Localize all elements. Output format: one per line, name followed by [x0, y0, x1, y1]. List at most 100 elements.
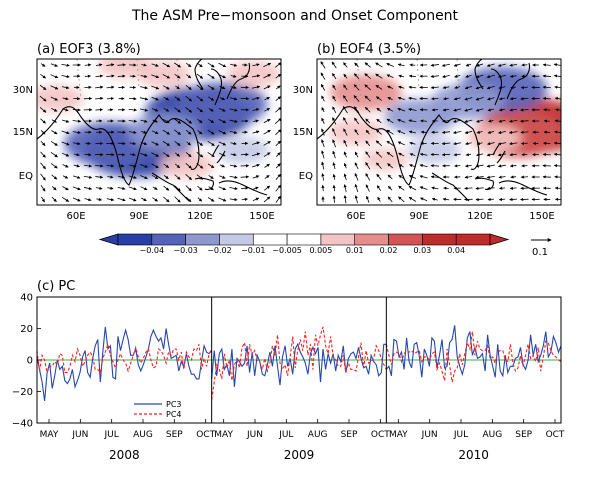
wind-vector: [61, 86, 70, 90]
month-label: MAY: [40, 430, 59, 440]
month-label: AUG: [482, 430, 502, 440]
wind-vector: [252, 96, 260, 100]
map-eof4-title: (b) EOF4 (3.5%): [317, 42, 421, 57]
wind-vector: [430, 85, 439, 90]
wind-vector: [162, 62, 171, 68]
wind-vector: [542, 96, 551, 101]
wind-vector: [542, 85, 551, 89]
wind-vector: [40, 140, 46, 146]
pc-x-axis: MAY JUN JUL AUG SEP OCT 2008 MAY JUN JUL AUG SEP OCT…: [40, 419, 565, 462]
wind-vector: [365, 140, 371, 147]
wind-vector: [40, 173, 46, 181]
wind-vector: [117, 197, 126, 202]
wind-vector: [61, 74, 70, 79]
wind-vector: [377, 196, 381, 202]
colorbar-label: −0.03: [173, 246, 198, 255]
wind-vector: [343, 73, 348, 79]
wind-vector: [139, 163, 149, 168]
wind-vector: [342, 106, 348, 114]
wind-vector: [321, 184, 325, 192]
wind-vector: [73, 153, 80, 157]
wind-vector: [464, 119, 473, 123]
wind-vector: [207, 62, 215, 68]
wind-vector: [487, 197, 495, 202]
wind-vector: [185, 185, 192, 192]
wind-vector: [117, 141, 126, 146]
wind-vector: [174, 163, 181, 169]
wind-vector: [408, 107, 417, 112]
month-label: JUL: [104, 430, 119, 440]
colorbar-segment: [252, 233, 288, 246]
wind-vector: [39, 84, 47, 91]
month-label: AUG: [308, 430, 328, 440]
map-eof4-lat-tick: 15N: [293, 127, 313, 138]
wind-vector: [163, 185, 170, 191]
wind-vector: [61, 141, 70, 146]
year-label: 2008: [109, 448, 140, 462]
wind-vector: [185, 95, 193, 102]
colorbar-label: −0.02: [207, 246, 232, 255]
year-label: 2009: [284, 448, 315, 462]
wind-vector: [128, 197, 137, 202]
anomaly-blob: [384, 98, 457, 135]
wind-vector: [486, 153, 495, 157]
colorbar-segment: [117, 233, 153, 246]
wind-vector: [185, 162, 192, 169]
wind-vector: [375, 73, 383, 79]
wind-vector: [442, 197, 450, 201]
wind-vector: [129, 153, 136, 157]
wind-vector: [95, 108, 104, 112]
wind-vector: [554, 96, 561, 101]
wind-vector: [321, 161, 325, 170]
wind-vector: [454, 85, 461, 89]
wind-vector: [207, 152, 215, 158]
wind-vector: [140, 119, 148, 123]
wind-vector: [508, 130, 518, 134]
wind-vector: [354, 129, 359, 136]
wind-vector: [95, 96, 104, 101]
map-eof4-wind-vectors: [320, 61, 561, 204]
wind-vector: [40, 130, 46, 135]
map-eof3-wind-vectors: [39, 62, 281, 203]
wind-vector: [332, 95, 336, 102]
wind-vector: [274, 117, 281, 124]
wind-vector: [475, 197, 484, 202]
wind-vector: [129, 141, 137, 146]
wind-vector: [397, 96, 405, 101]
wind-vector: [486, 175, 495, 179]
wind-vector: [84, 153, 92, 157]
wind-vector: [520, 85, 528, 90]
wind-vector: [208, 186, 214, 191]
wind-vector: [354, 151, 359, 158]
wind-vector: [263, 85, 271, 90]
wind-vector: [454, 164, 461, 168]
anomaly-blob: [226, 60, 281, 88]
colorbar-segment: [455, 233, 491, 246]
wind-vector: [118, 153, 126, 157]
wind-vector: [408, 85, 417, 89]
wind-vector: [408, 130, 417, 134]
series-pc4-line: [385, 331, 561, 383]
wind-vector: [464, 108, 473, 112]
wind-vector: [106, 85, 115, 89]
wind-vector: [343, 95, 348, 102]
wind-vector: [475, 186, 484, 190]
wind-vector: [95, 74, 104, 78]
wind-vector: [118, 164, 125, 168]
map-eof3-lat-tick: 30N: [13, 85, 33, 96]
wind-vector: [218, 107, 226, 112]
wind-vector: [241, 197, 248, 201]
wind-vector: [332, 150, 336, 159]
wind-vector: [185, 118, 192, 124]
wind-vector: [398, 175, 405, 179]
month-label: MAY: [389, 430, 408, 440]
wind-vector: [39, 95, 47, 102]
wind-vector: [252, 130, 260, 134]
map-eof4-lon-tick: 60E: [346, 211, 365, 222]
wind-vector: [376, 162, 382, 170]
wind-vector: [128, 97, 137, 101]
wind-vector: [50, 151, 58, 158]
wind-vector: [364, 95, 371, 102]
wind-vector: [207, 84, 215, 90]
wind-vector: [497, 153, 507, 157]
